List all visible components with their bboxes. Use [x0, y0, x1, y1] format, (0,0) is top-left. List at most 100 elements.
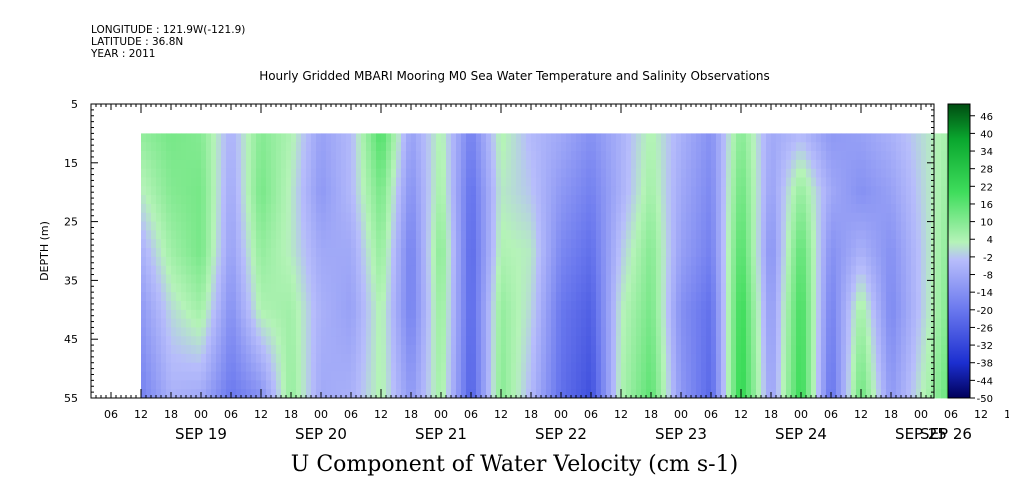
heatmap-cell — [546, 212, 552, 222]
heatmap-cell — [821, 300, 827, 311]
heatmap-cell — [766, 292, 772, 302]
heatmap-cell — [151, 345, 157, 355]
heatmap-cell — [261, 177, 267, 187]
heatmap-cell — [611, 371, 617, 381]
heatmap-cell — [451, 283, 457, 293]
heatmap-cell — [286, 151, 292, 161]
heatmap-cell — [426, 265, 432, 275]
heatmap-cell — [271, 212, 277, 222]
heatmap-cell — [916, 300, 922, 311]
heatmap-cell — [486, 389, 492, 399]
heatmap-cell — [711, 248, 717, 258]
heatmap-cell — [706, 318, 712, 328]
heatmap-cell — [256, 353, 262, 364]
heatmap-cell — [326, 309, 332, 320]
heatmap-cell — [601, 256, 607, 267]
heatmap-cell — [286, 256, 292, 267]
heatmap-cell — [856, 203, 862, 214]
heatmap-cell — [766, 300, 772, 311]
heatmap-cell — [256, 151, 262, 161]
heatmap-cell — [401, 248, 407, 258]
heatmap-cell — [206, 309, 212, 320]
heatmap-cell — [901, 256, 907, 267]
heatmap-cell — [621, 371, 627, 381]
heatmap-cell — [666, 230, 672, 240]
heatmap-cell — [681, 248, 687, 258]
heatmap-cell — [236, 353, 242, 364]
heatmap-cell — [401, 151, 407, 161]
heatmap-cell — [761, 203, 767, 214]
heatmap-cell — [906, 168, 912, 178]
heatmap-cell — [856, 133, 862, 143]
heatmap-cell — [401, 274, 407, 284]
heatmap-cell — [351, 336, 357, 346]
heatmap-cell — [406, 309, 412, 320]
heatmap-cell — [386, 221, 392, 231]
heatmap-cell — [831, 195, 837, 205]
heatmap-cell — [886, 362, 892, 372]
heatmap-cell — [146, 300, 152, 311]
heatmap-cell — [766, 203, 772, 214]
heatmap-cell — [416, 389, 422, 399]
heatmap-cell — [476, 195, 482, 205]
heatmap-cell — [476, 203, 482, 214]
heatmap-cell — [341, 239, 347, 249]
heatmap-cell — [331, 292, 337, 302]
heatmap-cell — [671, 177, 677, 187]
heatmap-cell — [856, 345, 862, 355]
heatmap-cell — [791, 203, 797, 214]
heatmap-cell — [586, 318, 592, 328]
heatmap-cell — [311, 142, 317, 152]
heatmap-cell — [941, 353, 947, 364]
heatmap-cell — [771, 362, 777, 372]
heatmap-cell — [271, 274, 277, 284]
heatmap-cell — [526, 195, 532, 205]
heatmap-cell — [311, 177, 317, 187]
heatmap-cell — [471, 389, 477, 399]
heatmap-cell — [546, 239, 552, 249]
heatmap-cell — [811, 362, 817, 372]
heatmap-cell — [686, 256, 692, 267]
heatmap-cell — [416, 177, 422, 187]
heatmap-cell — [736, 389, 742, 399]
heatmap-cell — [706, 380, 712, 390]
heatmap-cell — [441, 371, 447, 381]
heatmap-cell — [331, 177, 337, 187]
heatmap-cell — [586, 336, 592, 346]
heatmap-cell — [196, 327, 202, 337]
heatmap-cell — [541, 177, 547, 187]
heatmap-cell — [426, 230, 432, 240]
heatmap-cell — [626, 336, 632, 346]
heatmap-cell — [586, 283, 592, 293]
heatmap-cell — [716, 168, 722, 178]
heatmap-cell — [876, 133, 882, 143]
heatmap-cell — [271, 256, 277, 267]
heatmap-cell — [831, 248, 837, 258]
heatmap-cell — [576, 336, 582, 346]
heatmap-cell — [846, 318, 852, 328]
heatmap-cell — [656, 371, 662, 381]
heatmap-cell — [651, 230, 657, 240]
heatmap-cell — [706, 221, 712, 231]
heatmap-cell — [616, 353, 622, 364]
heatmap-cell — [301, 195, 307, 205]
heatmap-cell — [486, 221, 492, 231]
heatmap-cell — [416, 371, 422, 381]
heatmap-cell — [936, 230, 942, 240]
heatmap-cell — [511, 345, 517, 355]
heatmap-cell — [201, 292, 207, 302]
heatmap-cell — [626, 239, 632, 249]
heatmap-cell — [236, 151, 242, 161]
heatmap-cell — [141, 142, 147, 152]
heatmap-cell — [311, 345, 317, 355]
heatmap-cell — [716, 389, 722, 399]
heatmap-cell — [541, 300, 547, 311]
heatmap-cell — [146, 248, 152, 258]
heatmap-cell — [526, 133, 532, 143]
heatmap-cell — [496, 371, 502, 381]
heatmap-cell — [246, 151, 252, 161]
heatmap-cell — [496, 309, 502, 320]
heatmap-cell — [811, 292, 817, 302]
heatmap-cell — [406, 318, 412, 328]
heatmap-cell — [471, 212, 477, 222]
